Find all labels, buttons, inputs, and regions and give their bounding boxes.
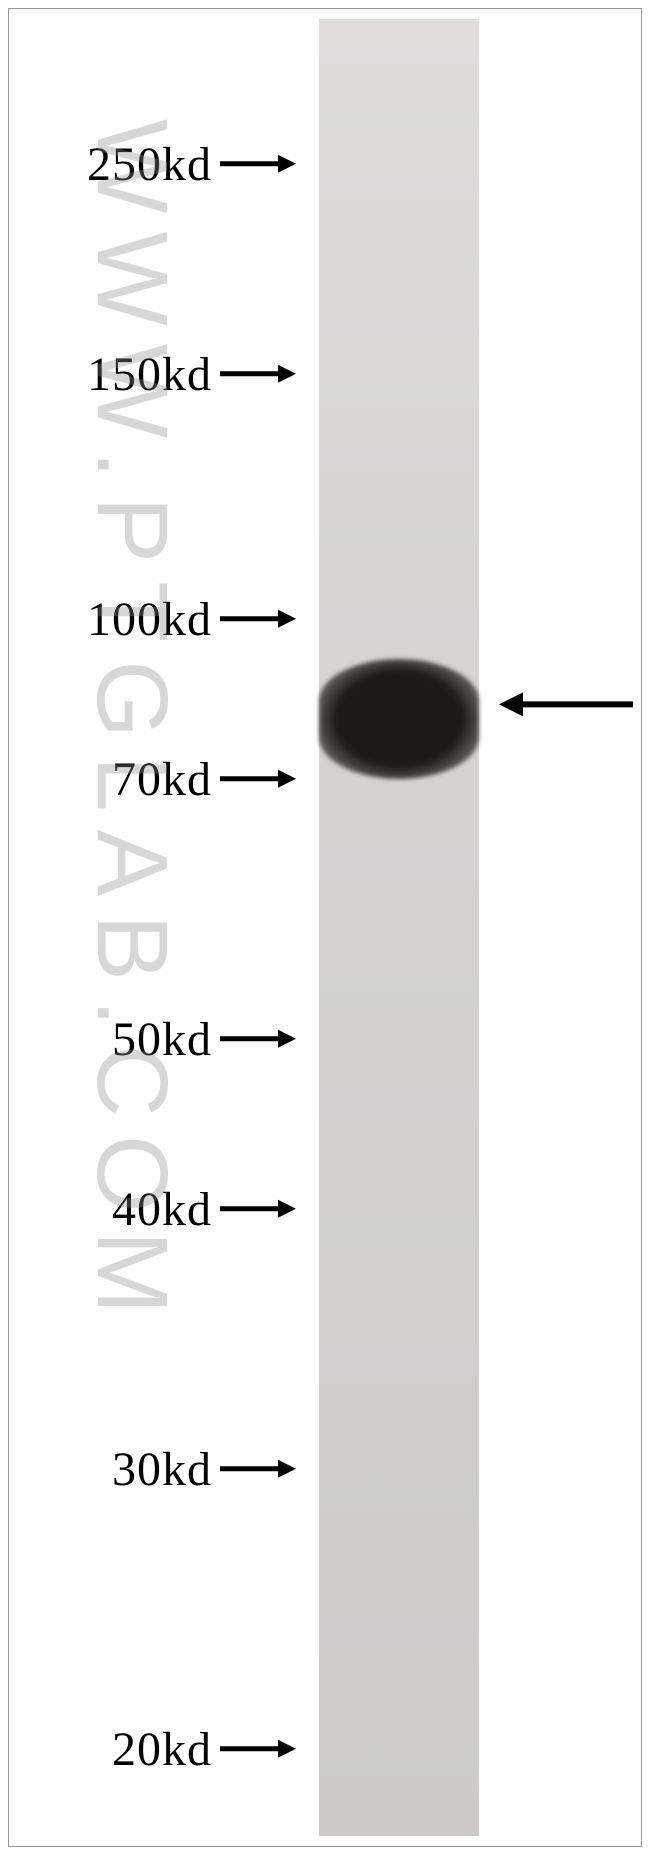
marker-row: 100kd xyxy=(87,594,296,644)
arrow-right-icon xyxy=(220,1458,296,1480)
marker-label: 40kd xyxy=(112,1182,212,1237)
protein-band xyxy=(319,659,479,779)
arrow-right-icon xyxy=(220,608,296,630)
arrow-right-icon xyxy=(220,1738,296,1760)
marker-row: 70kd xyxy=(112,754,296,804)
marker-label: 50kd xyxy=(112,1012,212,1067)
marker-row: 250kd xyxy=(87,139,296,189)
marker-row: 40kd xyxy=(112,1184,296,1234)
marker-label: 70kd xyxy=(112,752,212,807)
marker-row: 20kd xyxy=(112,1724,296,1774)
blot-lane xyxy=(319,19,479,1836)
arrow-right-icon xyxy=(220,1198,296,1220)
band-indicator-arrow xyxy=(499,690,633,719)
marker-label: 20kd xyxy=(112,1722,212,1777)
marker-label: 250kd xyxy=(87,137,212,192)
marker-row: 30kd xyxy=(112,1444,296,1494)
marker-label: 150kd xyxy=(87,347,212,402)
marker-row: 150kd xyxy=(87,349,296,399)
arrow-right-icon xyxy=(220,153,296,175)
arrow-right-icon xyxy=(220,363,296,385)
arrow-right-icon xyxy=(220,768,296,790)
marker-row: 50kd xyxy=(112,1014,296,1064)
marker-label: 100kd xyxy=(87,592,212,647)
watermark-text: WWW.PTGLAB.COM xyxy=(74,119,189,1332)
arrow-right-icon xyxy=(220,1028,296,1050)
marker-label: 30kd xyxy=(112,1442,212,1497)
image-frame: 250kd 150kd 100kd 70kd 50kd 40kd 30kd 20kd WWW.… xyxy=(8,8,642,1847)
